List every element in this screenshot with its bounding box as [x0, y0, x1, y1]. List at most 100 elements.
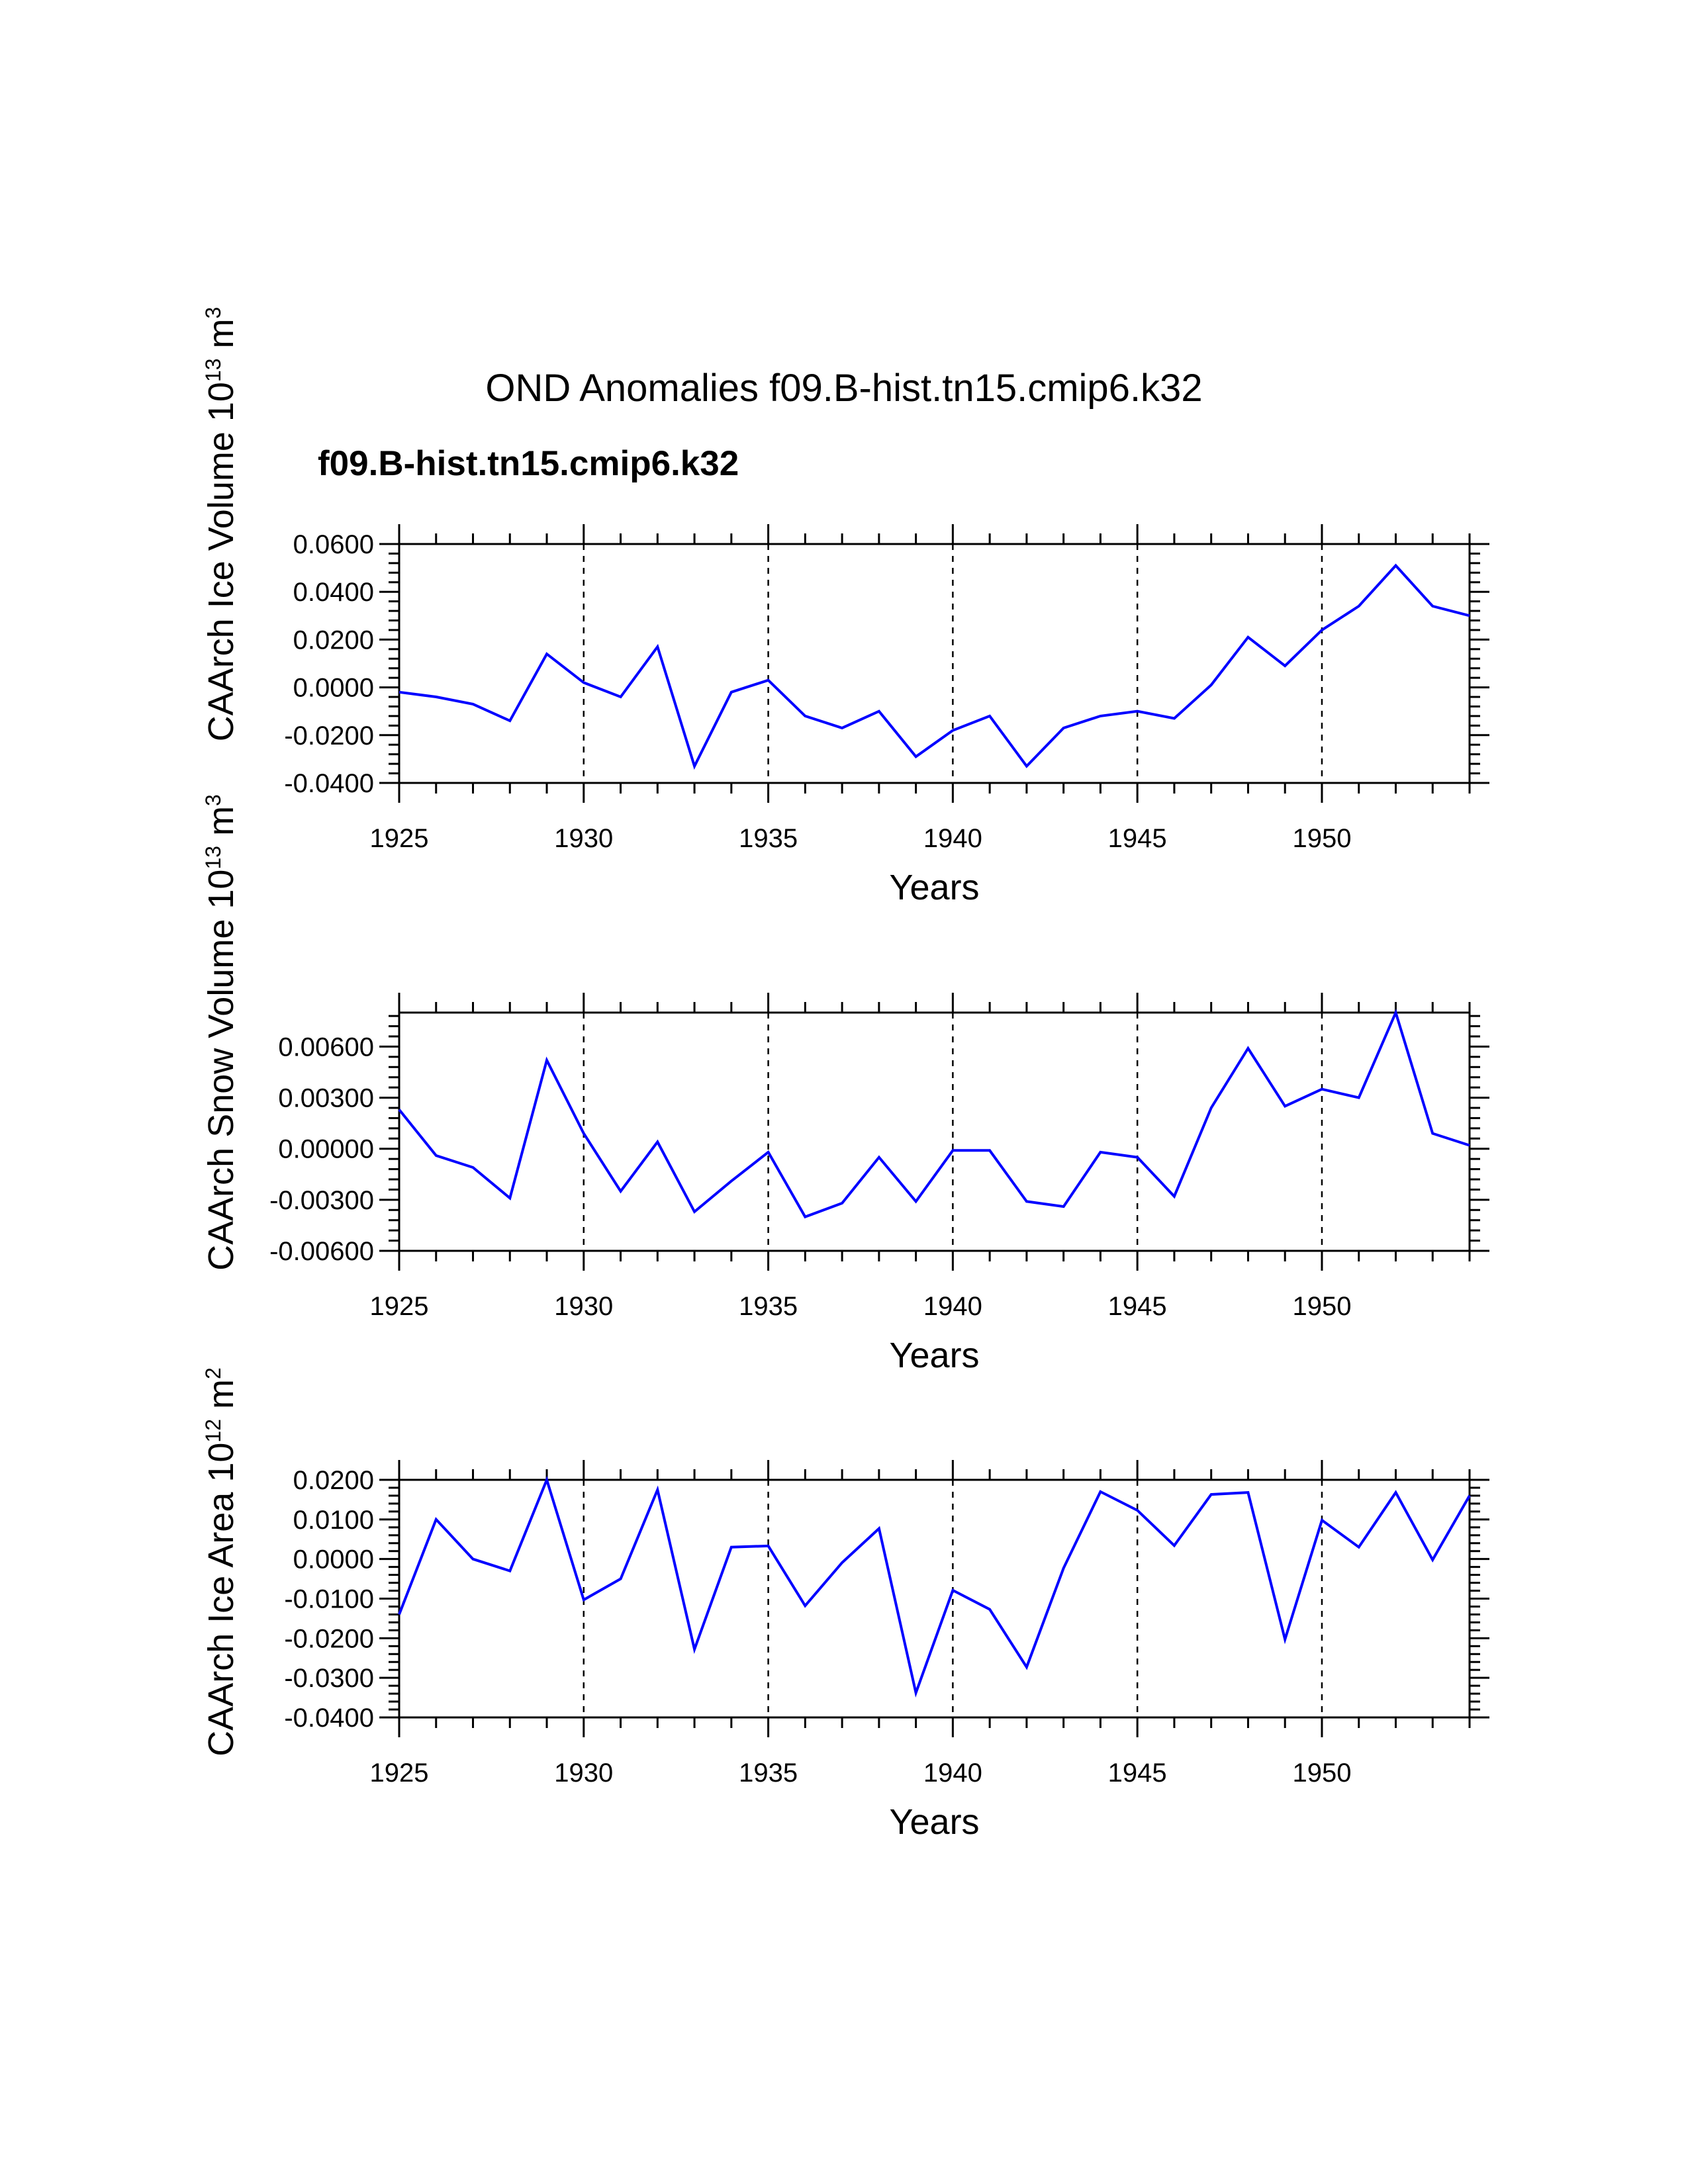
panel2-data-point-1944	[1099, 1151, 1102, 1154]
panel2-ytick-label: 0.00000	[278, 1135, 374, 1164]
chart-panel-3: 1925 1930 1935 1940 1945 1950 -0.0400 -0.0300 -0…	[201, 1367, 1489, 1842]
panel1-data-point-1928	[508, 719, 511, 722]
panel3-data-point-1947	[1210, 1493, 1213, 1496]
panel3-ytick-label: -0.0400	[284, 1704, 374, 1733]
panel3-data-point-1930	[583, 1598, 585, 1601]
panel3-xaxis-title: Years	[889, 1802, 979, 1842]
panel1-data-point-1949	[1284, 664, 1286, 667]
panel2-data-point-1929	[545, 1059, 548, 1062]
panel3-ytick-label: 0.0000	[293, 1545, 374, 1574]
panel3-data-point-1936	[804, 1604, 806, 1607]
panel1-data-point-1951	[1358, 605, 1360, 608]
panel2-xtick-label-1940: 1940	[923, 1292, 982, 1321]
panel1-yaxis-title-unit-exp: 3	[201, 307, 225, 319]
panel2-xtick-label-1930: 1930	[554, 1292, 613, 1321]
panel1-yaxis-title-text: CAArch Ice Volume 10	[201, 382, 241, 741]
panel1-ytick-label: 0.0000	[293, 674, 374, 703]
panel2-xtick-label-1945: 1945	[1108, 1292, 1167, 1321]
panel1-data-point-1946	[1173, 717, 1176, 720]
panel2-data-point-1942	[1025, 1200, 1028, 1203]
panel3-yaxis-title-text: CAArch Ice Area 10	[201, 1443, 241, 1756]
panel1-plot-frame	[398, 543, 1471, 784]
panel3-data-point-1929	[545, 1479, 548, 1481]
panel1-data-point-1944	[1099, 715, 1102, 717]
panel2-yaxis-title-text: CAArch Snow Volume 10	[201, 870, 241, 1271]
panel2-data-point-1943	[1062, 1205, 1065, 1208]
panel1-ytick-label: 0.0400	[293, 578, 374, 607]
panel3-xtick-label-1940: 1940	[923, 1758, 982, 1788]
panel3-data-point-1932	[656, 1488, 659, 1491]
panel2-data-point-1927	[472, 1166, 475, 1169]
panel3-ytick-label: 0.0200	[293, 1466, 374, 1495]
panel3-data-point-1938	[878, 1527, 880, 1530]
panel1-data-point-1936	[804, 715, 806, 717]
panel1-data-point-1945	[1136, 710, 1139, 713]
chart-panel-2: 1925 1930 1935 1940 1945 1950 -0.00600 -0.00300…	[201, 794, 1489, 1375]
panel2-data-point-1947	[1210, 1107, 1213, 1109]
panel1-data-point-1938	[878, 710, 880, 713]
panel3-yaxis-title-unit: m	[201, 1379, 241, 1419]
panel3-data-point-1926	[435, 1518, 438, 1521]
panel2-data-point-1946	[1173, 1195, 1176, 1198]
panel1-series-line	[399, 563, 1470, 770]
panel2-data-point-1945	[1136, 1156, 1139, 1159]
panel2-series-line	[398, 1009, 1470, 1219]
panel3-data-point-1934	[730, 1546, 733, 1549]
panel1-data-point-1933	[693, 765, 696, 768]
panel3-data-point-1939	[915, 1692, 917, 1694]
panel3-data-point-1942	[1025, 1666, 1028, 1668]
panel2-data-point-1940	[951, 1149, 954, 1152]
panel2-ytick-label: -0.00600	[269, 1237, 374, 1266]
panel1-xtick-label-1930: 1930	[554, 824, 613, 853]
panel2-data-point-1934	[730, 1180, 733, 1183]
panel3-data-point-1925	[398, 1613, 400, 1615]
panel3-xtick-label-1930: 1930	[554, 1758, 613, 1788]
panel2-data-point-1926	[435, 1154, 438, 1157]
panel2-plot-frame	[398, 1011, 1471, 1252]
figure-title: OND Anomalies f09.B-hist.tn15.cmip6.k32	[485, 367, 1202, 410]
panel1-xtick-label-1945: 1945	[1108, 824, 1167, 853]
panel3-data-point-1935	[767, 1545, 770, 1547]
panel1-ytick-label: -0.0200	[284, 721, 374, 751]
panel1-data-point-1937	[841, 727, 843, 729]
panel3-data-point-1950	[1321, 1519, 1323, 1522]
panel2-yaxis-title-unit-exp: 3	[201, 794, 225, 806]
panel2-data-point-1938	[878, 1156, 880, 1159]
panel3-data-point-1940	[951, 1589, 954, 1592]
panel3-data-point-1952	[1394, 1491, 1397, 1494]
panel3-xtick-label-1935: 1935	[739, 1758, 798, 1788]
panel3-data-point-1941	[988, 1608, 991, 1611]
panel1-data-point-1935	[767, 679, 770, 682]
panel2-data-point-1949	[1284, 1105, 1286, 1107]
panel2-data-point-1939	[915, 1200, 917, 1203]
panel1-data-point-1929	[545, 653, 548, 655]
panel2-data-point-1925	[398, 1109, 400, 1111]
panel1-yaxis-title-exp: 13	[201, 358, 225, 382]
panel2-data-point-1937	[841, 1202, 843, 1205]
panel2-ytick-label: -0.00300	[269, 1186, 374, 1215]
panel1-data-point-1954	[1468, 614, 1471, 617]
panel2-data-point-1948	[1246, 1047, 1249, 1050]
panel1-yaxis-title: CAArch Ice Volume 1013 m3	[201, 307, 241, 742]
panel2-data-point-1931	[620, 1190, 622, 1193]
panel3-data-point-1946	[1173, 1544, 1176, 1547]
panel2-xtick-label-1925: 1925	[370, 1292, 429, 1321]
panel1-data-point-1947	[1210, 684, 1213, 686]
panel1-data-point-1930	[583, 681, 585, 684]
panel1-ytick-label: -0.0400	[284, 769, 374, 798]
panel3-data-point-1953	[1431, 1559, 1434, 1561]
panel2-xtick-label-1950: 1950	[1292, 1292, 1351, 1321]
panel2-data-point-1951	[1358, 1097, 1360, 1099]
panels: 1925 1930 1935 1940 1945 1950 -0.0400 -0.0200 0.…	[201, 307, 1489, 1842]
panel3-data-point-1943	[1062, 1567, 1065, 1569]
panel2-data-point-1933	[693, 1210, 696, 1213]
panel3-ytick-label: -0.0200	[284, 1624, 374, 1653]
panel2-data-point-1941	[988, 1149, 991, 1152]
panel1-data-point-1934	[730, 691, 733, 694]
panel2-yaxis-title-unit: m	[201, 806, 241, 846]
panel1-data-point-1931	[620, 696, 622, 698]
panel1-ytick-label: 0.0600	[293, 530, 374, 559]
panel2-data-point-1930	[583, 1132, 585, 1135]
panel3-data-point-1937	[841, 1561, 843, 1564]
